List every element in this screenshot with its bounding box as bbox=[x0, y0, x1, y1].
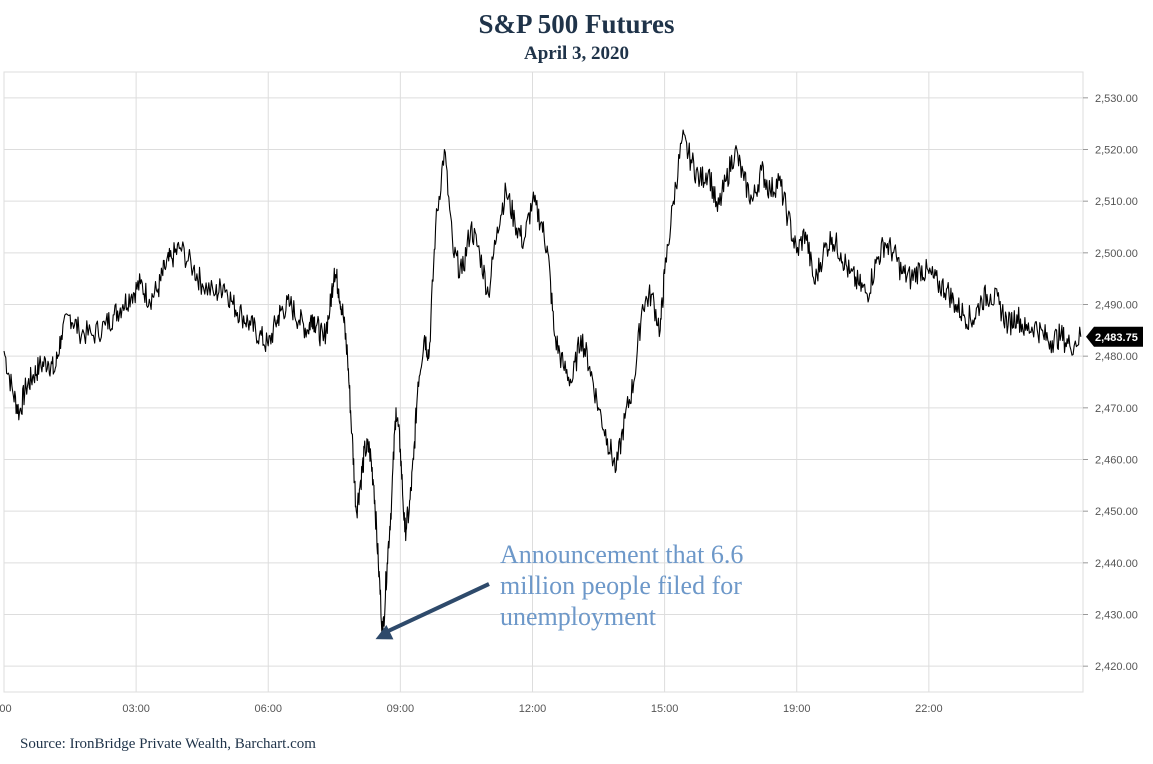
y-tick-label: 2,430.00 bbox=[1095, 610, 1138, 622]
x-tick-label: 12:00 bbox=[519, 703, 547, 715]
y-axis: 2,420.00 2,430.00 2,440.00 2,450.00 2,460.00… bbox=[1083, 93, 1138, 673]
y-tick-label: 2,520.00 bbox=[1095, 145, 1138, 157]
x-tick-label: 06:00 bbox=[254, 703, 282, 715]
x-tick-label: 19:00 bbox=[783, 703, 811, 715]
y-tick-label: 2,460.00 bbox=[1095, 455, 1138, 467]
y-tick-label: 2,510.00 bbox=[1095, 196, 1138, 208]
y-tick-label: 2,490.00 bbox=[1095, 300, 1138, 312]
y-tick-label: 2,450.00 bbox=[1095, 506, 1138, 518]
annotation-text: Announcement that 6.6 bbox=[500, 540, 743, 569]
y-tick-label: 2,440.00 bbox=[1095, 558, 1138, 570]
x-axis: :00 03:00 06:00 09:00 12:00 15:00 19:00 22:00 bbox=[0, 703, 943, 715]
y-tick-label: 2,420.00 bbox=[1095, 661, 1138, 673]
series-layer bbox=[3, 129, 1082, 636]
grid bbox=[3, 71, 1084, 693]
last-value-badge: 2,483.75 bbox=[1086, 326, 1143, 347]
annotation-text: unemployment bbox=[500, 602, 657, 631]
x-tick-label: 22:00 bbox=[915, 703, 943, 715]
x-tick-label: :00 bbox=[0, 703, 12, 715]
last-value-label: 2,483.75 bbox=[1095, 332, 1138, 344]
source-note: Source: IronBridge Private Wealth, Barch… bbox=[20, 736, 316, 752]
y-tick-label: 2,480.00 bbox=[1095, 351, 1138, 363]
annotation-arrow-shaft bbox=[382, 582, 490, 635]
annotation-text: million people filed for bbox=[500, 571, 742, 600]
x-tick-label: 15:00 bbox=[651, 703, 679, 715]
annotation-arrow-head bbox=[375, 624, 394, 640]
chart-title: S&P 500 Futures bbox=[478, 9, 675, 39]
y-tick-label: 2,530.00 bbox=[1095, 93, 1138, 105]
x-tick-label: 09:00 bbox=[387, 703, 415, 715]
last-value-badge-bg bbox=[1086, 326, 1143, 347]
y-tick-label: 2,500.00 bbox=[1095, 248, 1138, 260]
y-tick-label: 2,470.00 bbox=[1095, 403, 1138, 415]
x-tick-label: 03:00 bbox=[122, 703, 150, 715]
chart-subtitle: April 3, 2020 bbox=[523, 43, 630, 64]
price-line bbox=[3, 129, 1082, 636]
